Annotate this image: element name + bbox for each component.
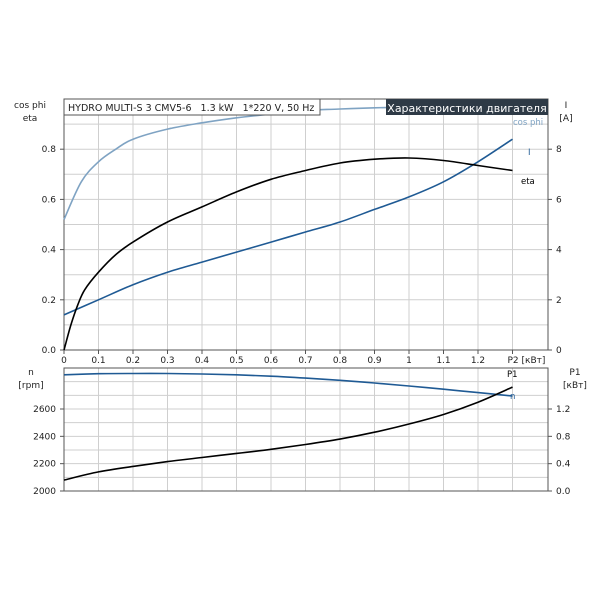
top-y-left-label-1: cos phi <box>14 101 46 111</box>
x-tick-label: 1.1 <box>436 356 450 366</box>
bottom-y-left-label-1: n <box>28 368 34 378</box>
bottom-y-right-tick-label: 1.2 <box>556 405 570 415</box>
subtitle-box <box>63 98 321 116</box>
bottom-y-left-ticks: 2000 2200 2400 2600 <box>33 405 64 497</box>
y-right-tick-label: 0 <box>556 346 562 356</box>
chart-subtitle: HYDRO MULTI-S 3 CMV5-6 1.3 kW 1*220 V, 5… <box>68 103 314 114</box>
y-left-tick-label: 0.2 <box>42 296 56 306</box>
bottom-y-right-label-1: P1 <box>569 368 580 378</box>
x-tick-label: 0.1 <box>91 356 105 366</box>
p1-series-label: P1 <box>507 370 518 380</box>
bottom-y-left-tick-label: 2200 <box>33 460 56 470</box>
speed-series-label: n <box>510 392 515 402</box>
y-right-tick-label: 4 <box>556 246 562 256</box>
bottom-y-right-tick-label: 0.4 <box>556 460 571 470</box>
bottom-series <box>63 372 513 481</box>
y-left-tick-label: 0.0 <box>42 346 57 356</box>
y-right-tick-label: 2 <box>556 296 562 306</box>
current-series-label: I <box>528 148 531 158</box>
bottom-plot-frame <box>63 367 549 492</box>
eta-series-label: eta <box>521 177 535 187</box>
series-line-eta <box>63 157 513 351</box>
x-tick-label: 0.6 <box>264 356 279 366</box>
x-tick-label: P2 [кВт] <box>508 356 546 366</box>
cos-phi-series-label: cos phi <box>513 118 543 128</box>
chart-title: Характеристики двигателя <box>387 102 546 115</box>
x-tick-label: 0.5 <box>229 356 243 366</box>
x-tick-label: 0.7 <box>298 356 312 366</box>
x-tick-label: 0.8 <box>333 356 348 366</box>
top-y-right-ticks: 0 2 4 6 8 <box>548 145 562 356</box>
x-tick-label: 1.2 <box>471 356 485 366</box>
top-y-right-label-2: [A] <box>559 114 572 124</box>
x-tick-label: 0.2 <box>126 356 140 366</box>
bottom-y-right-label-2: [кВт] <box>563 381 587 391</box>
y-left-tick-label: 0.8 <box>42 145 57 155</box>
top-series <box>63 105 513 351</box>
bottom-y-left-tick-label: 2400 <box>33 432 56 442</box>
bottom-y-left-tick-label: 2000 <box>33 487 56 497</box>
y-right-tick-label: 8 <box>556 145 562 155</box>
bottom-y-right-ticks: 0.0 0.4 0.8 1.2 <box>548 405 571 497</box>
top-y-left-ticks: 0.0 0.2 0.4 0.6 0.8 <box>42 145 64 356</box>
x-tick-label: 0 <box>61 356 67 366</box>
top-y-left-label-2: eta <box>23 114 38 124</box>
y-left-tick-label: 0.4 <box>42 246 57 256</box>
x-tick-label: 0.4 <box>195 356 210 366</box>
y-left-tick-label: 0.6 <box>42 195 57 205</box>
top-grid <box>63 99 548 350</box>
series-line-n <box>63 372 513 397</box>
bottom-y-left-label-2: [rpm] <box>18 381 43 391</box>
title-box <box>386 99 548 115</box>
x-tick-label: 0.3 <box>160 356 174 366</box>
series-line-P1 <box>63 386 513 481</box>
series-line-I <box>63 138 513 316</box>
y-right-tick-label: 6 <box>556 195 562 205</box>
x-tick-label: 0.9 <box>367 356 382 366</box>
bottom-y-left-tick-label: 2600 <box>33 405 56 415</box>
bottom-y-right-tick-label: 0.8 <box>556 432 571 442</box>
bottom-grid <box>63 368 548 491</box>
series-line-cos-phi <box>63 105 513 220</box>
top-x-ticks: 0 0.1 0.2 0.3 0.4 0.5 0.6 0.7 0.8 0.9 1 1.1 1.2 P2 [к… <box>61 350 545 366</box>
x-tick-label: 1 <box>406 356 412 366</box>
bottom-y-right-tick-label: 0.0 <box>556 487 571 497</box>
top-y-right-label-1: I <box>565 101 568 111</box>
